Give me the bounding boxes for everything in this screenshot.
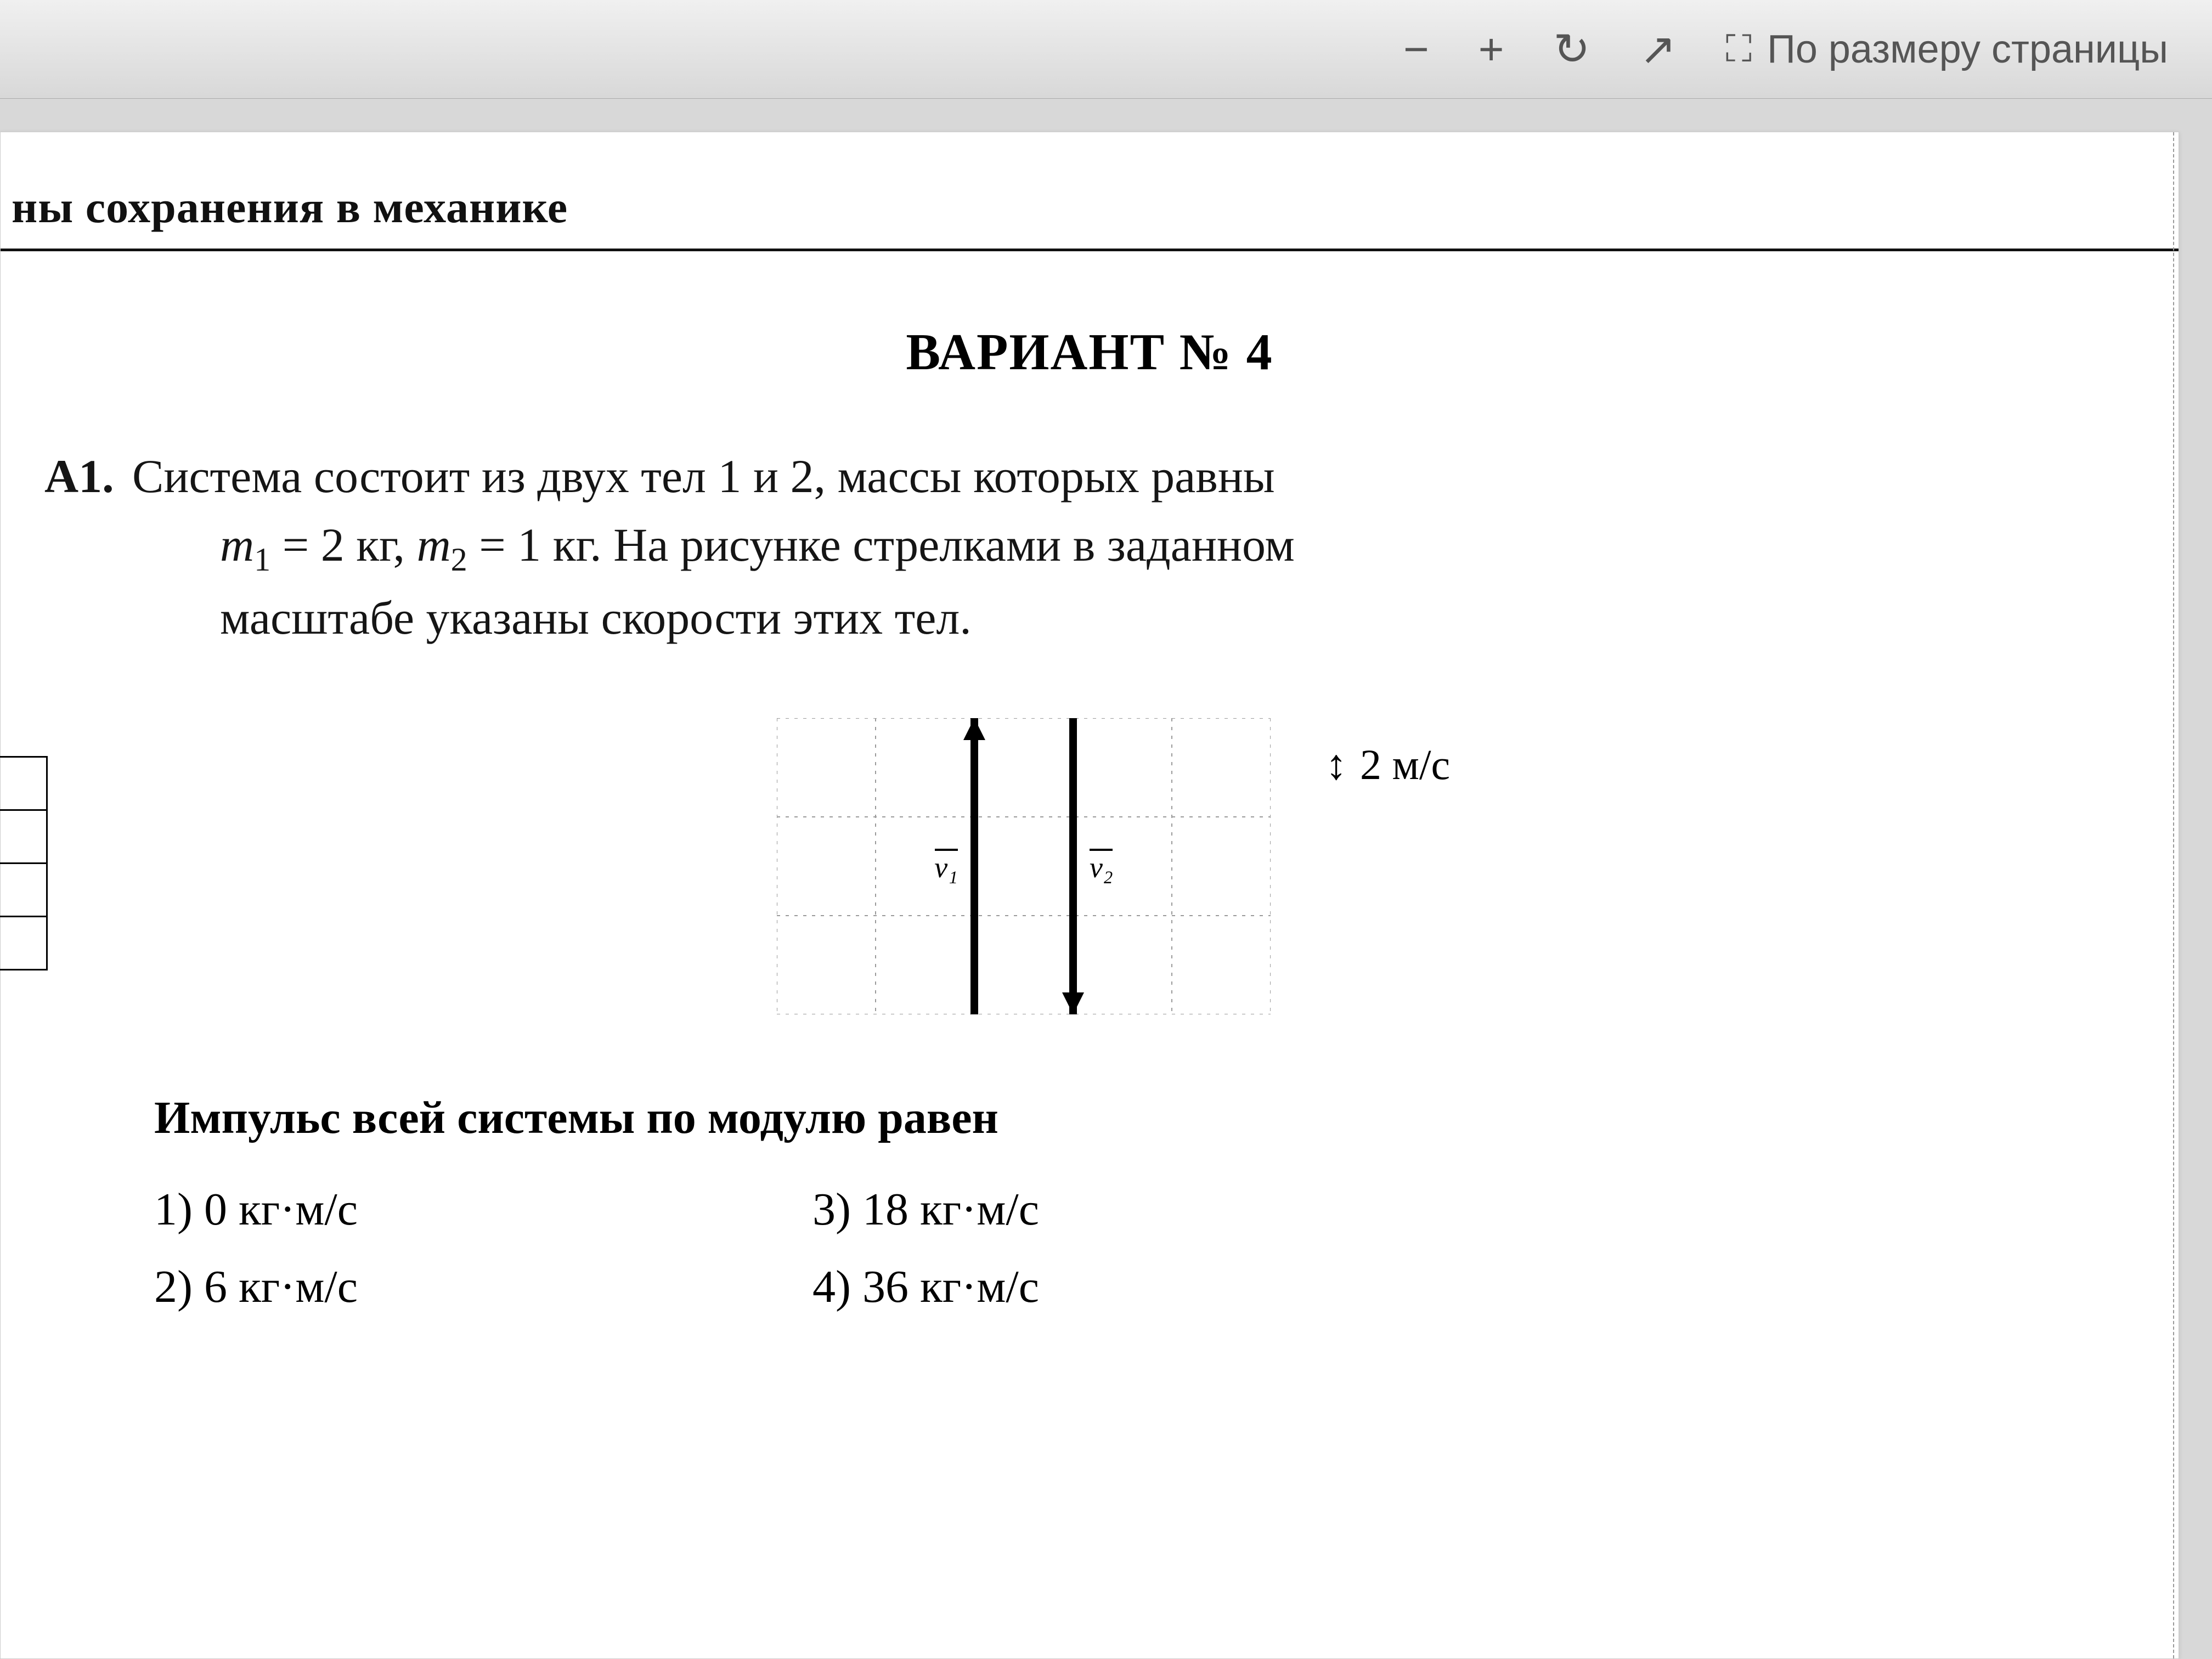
document-viewport[interactable]: ны сохранения в механике ВАРИАНТ № 4 А1.…: [0, 99, 2212, 1659]
zoom-out-icon[interactable]: −: [1403, 24, 1429, 75]
variant-title: ВАРИАНТ № 4: [1, 323, 2179, 382]
task-prompt: Импульс всей системы по модулю равен: [1, 1069, 2179, 1144]
rotate-icon[interactable]: ↻: [1553, 24, 1590, 75]
document-page: ны сохранения в механике ВАРИАНТ № 4 А1.…: [0, 132, 2179, 1659]
velocity-diagram: v₁ v₂ ↕ 2 м/с: [678, 696, 1501, 1036]
fit-page-button[interactable]: ⛶ По размеру страницы: [1725, 27, 2168, 72]
answer-4: 4) 36 кг·м/с: [812, 1260, 1471, 1313]
answer-2: 2) 6 кг·м/с: [154, 1260, 812, 1313]
answer-box-grid: [0, 758, 48, 970]
answer-3: 3) 18 кг·м/с: [812, 1183, 1471, 1236]
pdf-toolbar: − + ↻ ↗ ⛶ По размеру страницы: [0, 0, 2212, 99]
task-text-1: Система состоит из двух тел 1 и 2, массы…: [132, 450, 1275, 503]
fit-page-icon: ⛶: [1725, 27, 1752, 71]
fit-page-label: По размеру страницы: [1767, 27, 2168, 72]
zoom-in-icon[interactable]: +: [1479, 24, 1504, 75]
expand-icon[interactable]: ↗: [1639, 24, 1676, 75]
svg-text:v₂: v₂: [1090, 851, 1113, 884]
vector-grid-svg: v₁ v₂: [777, 718, 1271, 1014]
scale-text: 2 м/с: [1360, 740, 1450, 789]
task-label: А1.: [44, 442, 132, 511]
page-right-edge: [2173, 132, 2179, 1658]
answer-1: 1) 0 кг·м/с: [154, 1183, 812, 1236]
task-a1: А1.Система состоит из двух тел 1 и 2, ма…: [1, 442, 2179, 652]
scale-marker: ↕ 2 м/с: [1325, 740, 1450, 789]
scale-arrows-icon: ↕: [1325, 754, 1347, 775]
answer-choices: 1) 0 кг·м/с 3) 18 кг·м/с 2) 6 кг·м/с 4) …: [1, 1144, 1537, 1313]
task-text-3: масштабе указаны скорости этих тел.: [132, 584, 2113, 652]
svg-text:v₁: v₁: [934, 851, 958, 884]
chapter-header: ны сохранения в механике: [1, 132, 2179, 251]
